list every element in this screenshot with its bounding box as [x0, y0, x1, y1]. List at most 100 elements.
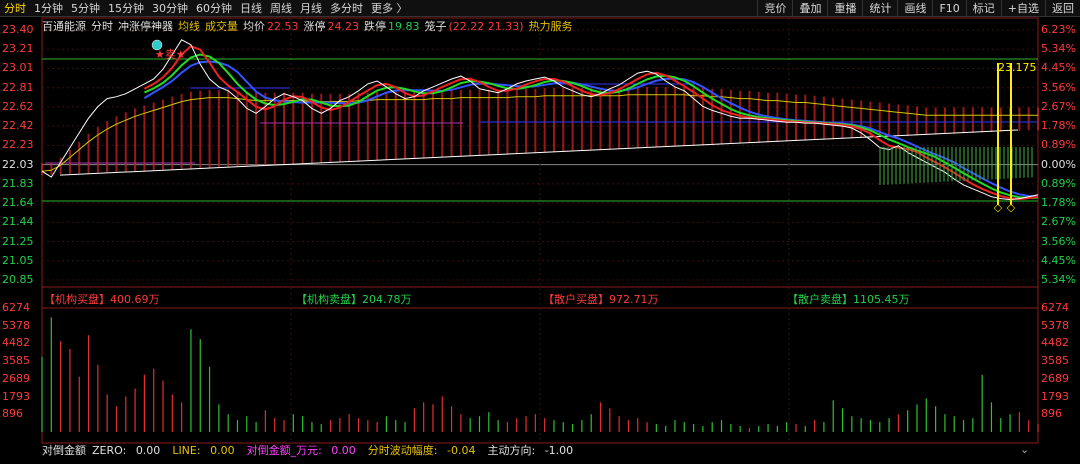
price-tick: 22.03: [2, 157, 34, 171]
cage-label: 笼子: [424, 20, 447, 33]
percent-tick: 1.78%: [1041, 196, 1076, 210]
percent-tick: 0.89%: [1041, 138, 1076, 152]
price-tick: 23.21: [2, 42, 34, 56]
indicator-name[interactable]: 对倒金额: [42, 444, 86, 457]
tab-0[interactable]: 分时: [4, 2, 26, 15]
price-tick: 22.23: [2, 138, 34, 152]
tool-label[interactable]: 冲涨停神器: [118, 20, 173, 33]
period-tabs: 分时 1分钟 5分钟 15分钟 30分钟 60分钟 日线 周线 月线 多分时 更多 〉: [4, 0, 416, 17]
high-price-annotation: 23.175: [998, 61, 1037, 74]
percent-tick: 0.00%: [1041, 157, 1076, 171]
wave-value: -0.04: [447, 444, 476, 457]
price-tick: 22.42: [2, 119, 34, 133]
percent-tick: 3.56%: [1041, 234, 1076, 248]
volume-tick: 4482: [2, 336, 30, 350]
institution-buy-label: 【机构买盘】: [44, 293, 110, 306]
volume-tick: 4482: [1041, 336, 1069, 350]
retail-buy-label: 【散户买盘】: [543, 293, 609, 306]
toolbar-button-0[interactable]: 竞价: [757, 0, 792, 17]
direction-value: -1.00: [544, 444, 574, 457]
line-label: LINE:: [172, 443, 201, 457]
diamond-marker-icon: ◇: [1007, 201, 1016, 214]
retail-buy-value: 972.71万: [609, 293, 659, 306]
volume-tick: 896: [2, 407, 23, 421]
institution-buy-value: 400.69万: [110, 293, 160, 306]
price-tick: 23.40: [2, 23, 34, 36]
volume-tick: 1793: [2, 389, 30, 403]
volume-tick: 1793: [1041, 389, 1069, 403]
volume-tick: 896: [1041, 407, 1062, 421]
expand-chevron-icon[interactable]: ⌄: [1020, 443, 1030, 456]
toolbar-button-6[interactable]: 标记: [965, 0, 1001, 17]
tab-9[interactable]: 多分时: [330, 2, 363, 15]
volume-tick: 5378: [2, 318, 30, 332]
zero-value: 0.00: [135, 443, 161, 457]
toolbar-button-2[interactable]: 重播: [827, 0, 862, 17]
price-tick: 21.44: [2, 215, 34, 229]
price-tick: 22.81: [2, 80, 34, 94]
percent-tick: 1.78%: [1041, 119, 1076, 133]
institution-sell-flow: 【机构卖盘】204.78万: [296, 291, 412, 307]
toolbar-button-3[interactable]: 统计: [862, 0, 897, 17]
diamond-marker-icon: ◇: [994, 201, 1003, 214]
volume-tick: 2689: [2, 371, 30, 385]
institution-sell-value: 204.78万: [362, 293, 412, 306]
tab-2[interactable]: 5分钟: [71, 2, 100, 15]
retail-buy-flow: 【散户买盘】972.71万: [543, 291, 659, 307]
amount-value: 0.00: [331, 444, 356, 457]
wave-label: 分时波动幅度:: [367, 444, 438, 457]
volume-tick: 2689: [1041, 371, 1069, 385]
tab-1[interactable]: 1分钟: [34, 2, 63, 15]
percent-tick: 6.23%: [1041, 23, 1076, 36]
price-line: [41, 39, 1039, 201]
percent-tick: 2.67%: [1041, 215, 1076, 229]
toolbar-button-5[interactable]: F10: [932, 0, 965, 17]
amount-label: 对倒金额_万元:: [246, 444, 322, 457]
retail-sell-label: 【散户卖盘】: [787, 293, 853, 306]
tab-8[interactable]: 月线: [300, 2, 322, 15]
zero-label: ZERO:: [92, 443, 127, 457]
tab-3[interactable]: 15分钟: [108, 2, 144, 15]
tab-10[interactable]: 更多 〉: [371, 2, 408, 15]
percent-tick: 5.34%: [1041, 273, 1076, 286]
check-marker-icon: [151, 39, 163, 51]
toolbar-button-4[interactable]: 画线: [897, 0, 932, 17]
direction-label: 主动方向:: [487, 444, 536, 457]
right-toolbar: 竞价 叠加 重播 统计 画线 F10 标记 +自选 返回: [757, 0, 1080, 17]
volume-tick: 3585: [2, 354, 30, 368]
price-tick: 21.83: [2, 176, 34, 190]
cage-values: (22.22 21.33): [448, 19, 524, 33]
average-price-line: [41, 94, 1038, 172]
retail-sell-value: 1105.45万: [853, 293, 910, 306]
retail-sell-flow: 【散户卖盘】1105.45万: [787, 291, 910, 307]
volume-tick: 3585: [1041, 354, 1069, 368]
ma-green-line: [144, 53, 1039, 200]
percent-tick: 4.45%: [1041, 253, 1076, 267]
volume-tick: 6274: [2, 301, 30, 314]
limit-down-label: 跌停: [364, 20, 386, 33]
toolbar-button-7[interactable]: +自选: [1000, 0, 1045, 17]
tab-7[interactable]: 周线: [270, 2, 292, 15]
toolbar-button-8[interactable]: 返回: [1045, 0, 1080, 17]
tab-4[interactable]: 30分钟: [152, 2, 188, 15]
sell-marker: ★卖★: [155, 48, 186, 61]
period-tab-bar: 分时 1分钟 5分钟 15分钟 30分钟 60分钟 日线 周线 月线 多分时 更多 〉 竞价 叠加 重播…: [0, 0, 1080, 17]
volume-tick: 5378: [1041, 318, 1069, 332]
price-tick: 23.01: [2, 61, 34, 75]
line-value: 0.00: [210, 443, 235, 457]
price-tick: 22.62: [2, 99, 34, 113]
price-tick: 20.85: [2, 273, 34, 286]
tab-6[interactable]: 日线: [240, 2, 262, 15]
percent-tick: 3.56%: [1041, 80, 1076, 94]
institution-sell-label: 【机构卖盘】: [296, 293, 362, 306]
institution-buy-flow: 【机构买盘】400.69万: [44, 291, 160, 307]
toolbar-button-1[interactable]: 叠加: [792, 0, 827, 17]
percent-tick: 2.67%: [1041, 99, 1076, 113]
price-tick: 21.25: [2, 234, 34, 248]
price-tick: 21.64: [2, 196, 34, 210]
tab-5[interactable]: 60分钟: [196, 2, 232, 15]
percent-tick: 4.45%: [1041, 61, 1076, 75]
price-tick: 21.05: [2, 253, 34, 267]
percent-tick: 0.89%: [1041, 176, 1076, 190]
